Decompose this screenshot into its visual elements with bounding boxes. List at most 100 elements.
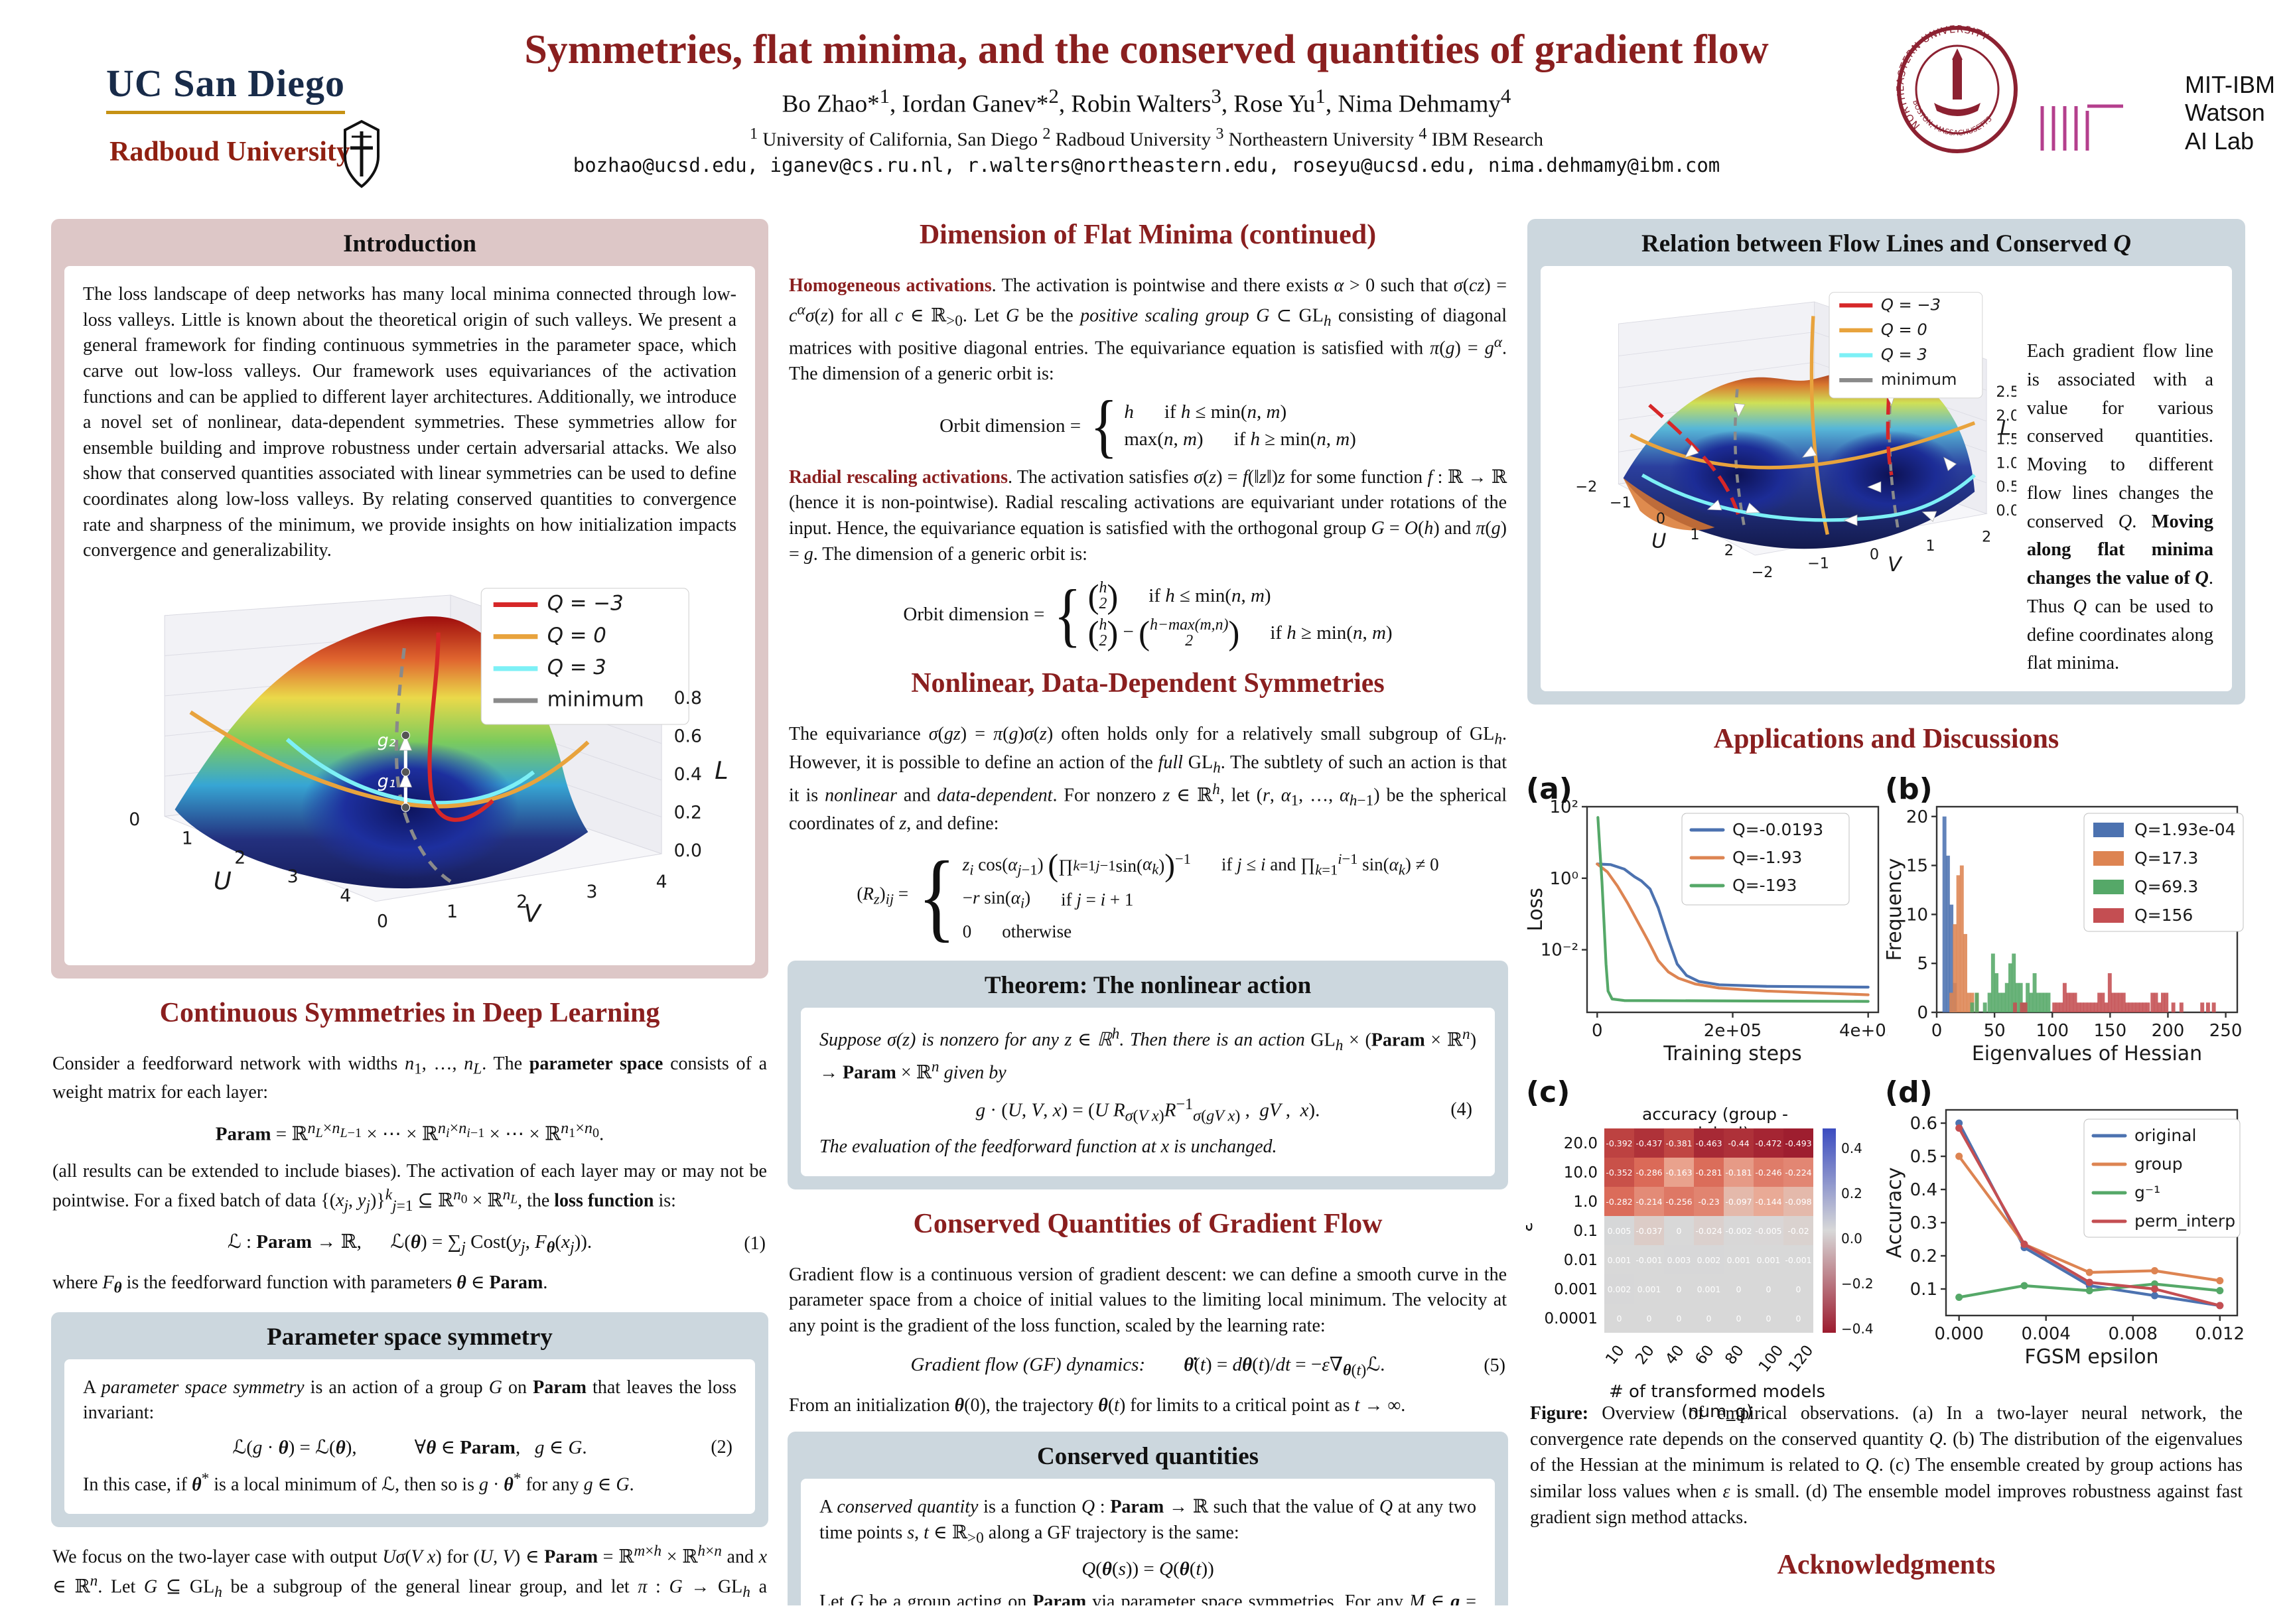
- svg-text:10: 10: [1906, 905, 1928, 925]
- equation-4: g · (U, V, x) = (U Rσ(V x)R−1σ(gV x) , g…: [975, 1095, 1472, 1125]
- svg-text:10⁻²: 10⁻²: [1541, 941, 1578, 961]
- svg-text:g₁: g₁: [378, 771, 396, 791]
- right-column: Relation between Flow Lines and Conserve…: [1526, 219, 2247, 1605]
- svg-text:2e+05: 2e+05: [1704, 1021, 1762, 1041]
- svg-text:0.4: 0.4: [674, 764, 702, 785]
- ucsd-logo: UC San Diego: [106, 61, 346, 114]
- flow-lines-3d-plot: Q = −3 Q = 0 Q = 3 minimum −2 −1 0 1 2 U −2 −1 0 1 2 V 0…: [1559, 279, 2020, 678]
- svg-text:2: 2: [1724, 542, 1734, 559]
- svg-text:0.4: 0.4: [1910, 1180, 1937, 1200]
- equation-1-number: (1): [744, 1233, 766, 1254]
- svg-text:0.000: 0.000: [1934, 1324, 1983, 1344]
- svg-text:5: 5: [1917, 954, 1928, 974]
- author-emails: bozhao@ucsd.edu, iganev@cs.ru.nl, r.walt…: [573, 154, 1720, 176]
- gradient-flow-text: Gradient flow is a continuous version of…: [789, 1264, 1507, 1337]
- svg-text:Q = 0: Q = 0: [1881, 320, 1927, 339]
- svg-text:2: 2: [516, 892, 527, 912]
- svg-text:200: 200: [2152, 1021, 2185, 1041]
- svg-text:U: U: [214, 866, 232, 895]
- cases-brace: {: [1090, 385, 1118, 466]
- svg-text:1: 1: [447, 902, 458, 922]
- homogeneous-activations-text: Homogeneous activations. The activation …: [789, 275, 1507, 384]
- svg-text:original: original: [2134, 1126, 2196, 1145]
- hessian-eigenvalues-chart: (b) 0 50 100 150 200 250 0 5 10 15 20 Eigenvalues o…: [1883, 772, 2247, 1067]
- svg-text:0.0: 0.0: [674, 841, 702, 861]
- panel-letter-d: (d): [1885, 1075, 1933, 1109]
- svg-text:0.2: 0.2: [674, 802, 702, 823]
- theorem-nonlinear-action-box: Theorem: The nonlinear action Suppose σ(…: [788, 960, 1508, 1189]
- equation-4-number: (4): [1450, 1099, 1472, 1120]
- gf-initialization-text: From an initialization θ(0), the traject…: [789, 1394, 1406, 1416]
- svg-text:150: 150: [2094, 1021, 2127, 1041]
- fgsm-robustness-chart: (d) 0.000 0.004 0.008 0.012 0.1 0.2 0.3 0.4 0.5 0…: [1883, 1075, 2247, 1388]
- cases-brace: {: [1054, 574, 1081, 654]
- middle-column: Dimension of Flat Minima (continued) Hom…: [786, 219, 1509, 1605]
- svg-text:0: 0: [1870, 546, 1879, 563]
- svg-text:0.8: 0.8: [674, 688, 702, 709]
- nonlinear-intro-text: The equivariance σ(gz) = π(g)σ(z) often …: [789, 724, 1507, 834]
- radboud-logo: Radboud University: [109, 137, 350, 167]
- section-nonlinear-symmetries: Nonlinear, Data-Dependent Symmetries: [911, 668, 1385, 699]
- svg-text:Q=-1.93: Q=-1.93: [1732, 848, 1802, 867]
- svg-text:50: 50: [1984, 1021, 2006, 1041]
- svg-text:Q=17.3: Q=17.3: [2134, 848, 2198, 868]
- svg-text:0.004: 0.004: [2021, 1324, 2070, 1344]
- theorem-nonlinear-p1: Suppose σ(z) is nonzero for any z ∈ ℝh. …: [819, 1025, 1477, 1083]
- equation-rz-matrix: (Rz)ij = { zi cos(αj−1) (∏ k=1 j−1 sin(αk)…: [857, 840, 1439, 951]
- section-conserved-quantities-gf: Conserved Quantities of Gradient Flow: [913, 1208, 1383, 1239]
- svg-text:15: 15: [1906, 856, 1928, 876]
- param-sym-p2: In this case, if θ* is a local minimum o…: [83, 1470, 634, 1495]
- svg-text:Q=69.3: Q=69.3: [2134, 877, 2198, 896]
- svg-text:Q = 0: Q = 0: [547, 624, 606, 647]
- svg-text:1.5: 1.5: [1996, 431, 2016, 448]
- theorem-nonlinear-p2: The evaluation of the feedforward functi…: [819, 1136, 1277, 1158]
- svg-text:Frequency: Frequency: [1885, 858, 1906, 961]
- equation-orbit-radial: Orbit dimension = { (h 2) if h ≤ min(n, m)…: [903, 574, 1393, 654]
- svg-text:4e+05: 4e+05: [1839, 1021, 1888, 1041]
- equation-conserved: Q(θ(s)) = Q(θ(t)): [1081, 1558, 1214, 1580]
- ensemble-accuracy-heatmap: (c) accuracy (group - original)-0.392-0.…: [1526, 1075, 1874, 1422]
- theorem-nonlinear-action-title: Theorem: The nonlinear action: [984, 971, 1312, 999]
- section-applications: Applications and Discussions: [1713, 724, 2059, 754]
- svg-text:10⁰: 10⁰: [1549, 869, 1578, 889]
- equation-2-number: (2): [711, 1436, 732, 1457]
- svg-text:V: V: [1888, 553, 1903, 576]
- introduction-title: Introduction: [343, 230, 476, 257]
- loss-convergence-chart: (a) 0 2e+05 4e+05 10² 10⁰ 10⁻² Training steps L…: [1526, 772, 1897, 1067]
- section-continuous-symmetries: Continuous Symmetries in Deep Learning: [159, 998, 660, 1029]
- svg-text:3: 3: [287, 866, 299, 887]
- panel-letter-a: (a): [1526, 772, 1572, 806]
- svg-text:2: 2: [234, 847, 245, 868]
- svg-text:V: V: [524, 899, 543, 927]
- lie-group-text: Let G be a group acting on Param via par…: [819, 1591, 1477, 1605]
- parameter-space-symmetry-box: Parameter space symmetry A parameter spa…: [51, 1312, 768, 1528]
- conserved-quantity-def: A conserved quantity is a function Q : P…: [819, 1497, 1476, 1547]
- svg-text:Q=-193: Q=-193: [1732, 876, 1797, 895]
- svg-text:0.008: 0.008: [2109, 1324, 2158, 1344]
- svg-text:Q=-0.0193: Q=-0.0193: [1732, 820, 1823, 839]
- svg-text:−2: −2: [1575, 478, 1597, 496]
- svg-text:g₂: g₂: [378, 730, 396, 751]
- svg-text:FGSM epsilon: FGSM epsilon: [2024, 1345, 2158, 1367]
- mit-ibm-text: MIT-IBM Watson AI Lab: [2185, 71, 2275, 155]
- svg-text:0.1: 0.1: [1910, 1280, 1937, 1300]
- radial-rescaling-text: Radial rescaling activations. The activa…: [789, 466, 1507, 565]
- mit-ibm-lines-icon: [2040, 38, 2123, 151]
- svg-text:Q = −3: Q = −3: [1881, 296, 1941, 314]
- svg-text:4: 4: [340, 886, 351, 906]
- svg-text:L: L: [2000, 417, 2011, 440]
- svg-text:−1: −1: [1807, 555, 1829, 573]
- svg-text:100: 100: [2036, 1021, 2069, 1041]
- panel-letter-c: (c): [1526, 1075, 1570, 1109]
- svg-text:20: 20: [1906, 807, 1928, 827]
- svg-text:perm_interp: perm_interp: [2134, 1211, 2235, 1231]
- introduction-text: The loss landscape of deep networks has …: [83, 284, 736, 561]
- svg-text:Q = 3: Q = 3: [547, 655, 606, 679]
- svg-text:0: 0: [1656, 510, 1665, 527]
- equation-param-space: Param = ℝnL×nL−1 × ⋯ × ℝni×ni−1 × ⋯ × ℝn…: [215, 1118, 604, 1145]
- svg-text:1: 1: [1690, 526, 1699, 543]
- svg-text:0.2: 0.2: [1910, 1247, 1937, 1266]
- svg-text:minimum: minimum: [547, 687, 644, 711]
- continuous-p2: (all results can be extended to include …: [52, 1160, 767, 1215]
